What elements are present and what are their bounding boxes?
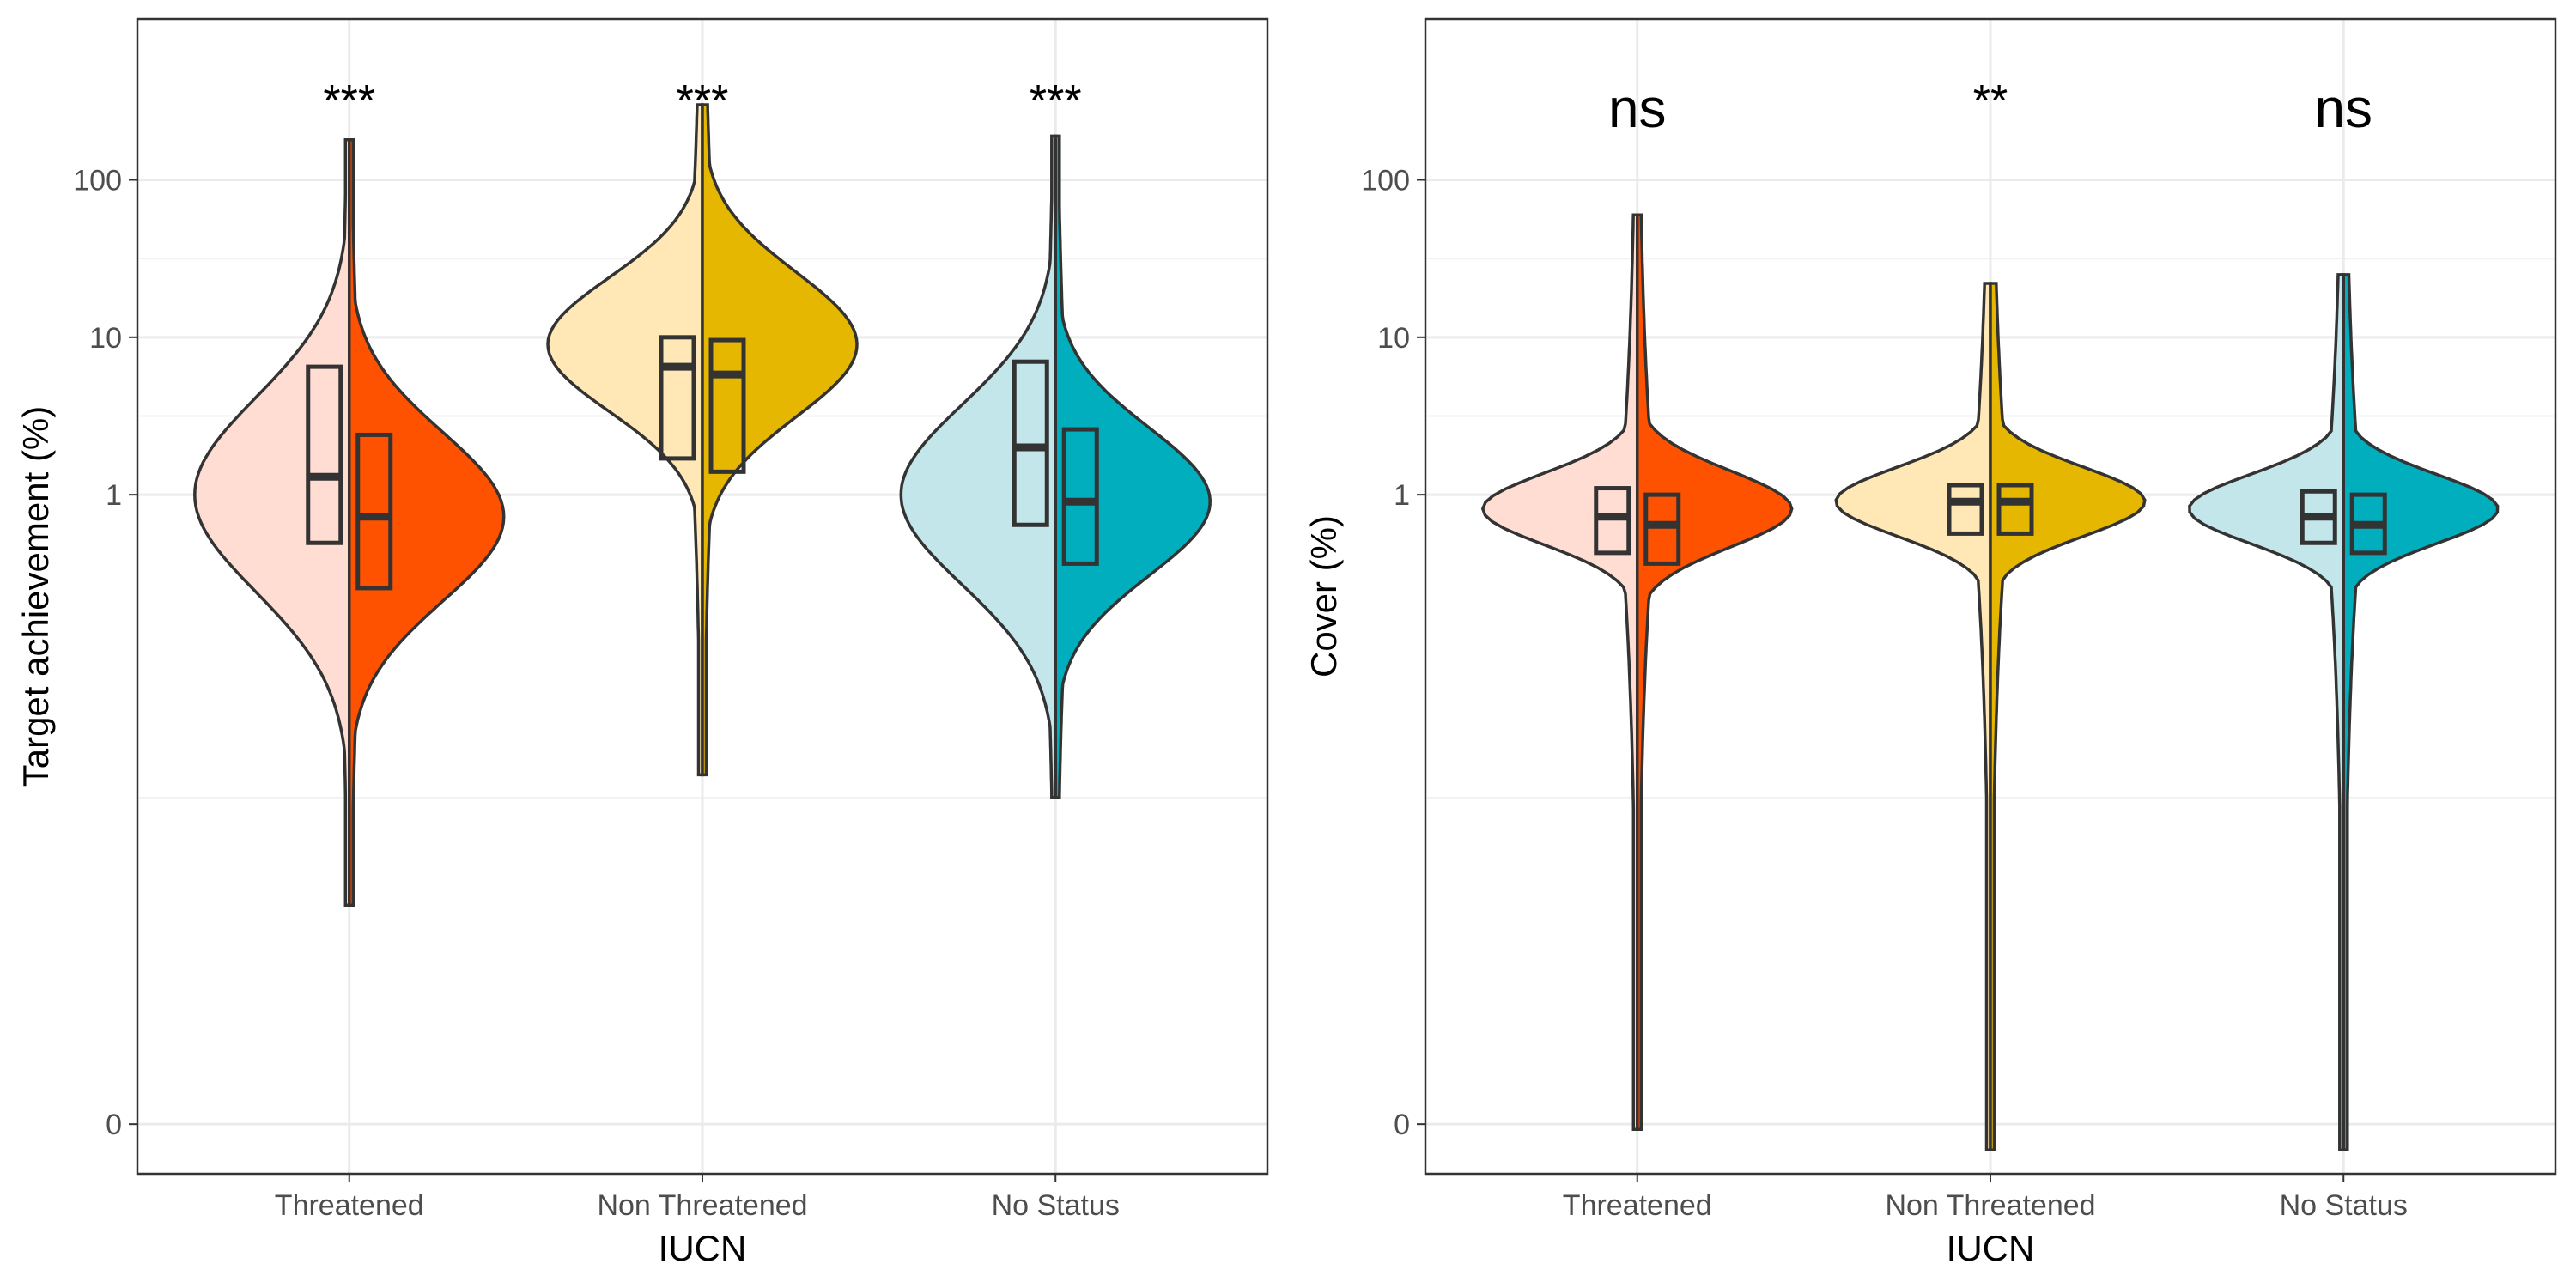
y-tick-label: 10 xyxy=(89,322,122,355)
box-right xyxy=(355,432,393,591)
violin-non-threatened xyxy=(1834,282,2147,1151)
violin-half-right xyxy=(348,137,506,908)
panel-2: 0 1 10 100 ns Threatened ** Non Threatened ns No … xyxy=(1303,17,2557,1268)
panel-border xyxy=(136,17,1269,1176)
violin-half-left xyxy=(546,103,704,777)
significance-label: ns xyxy=(2314,77,2372,139)
panel-1: 0 1 10 100 *** Threatened *** Non Threatened ***… xyxy=(15,17,1269,1268)
violin-threatened xyxy=(1480,213,1794,1131)
y-tick-label: 1 xyxy=(1394,479,1410,512)
violin-half-right xyxy=(701,103,859,777)
violin-threatened xyxy=(193,137,506,908)
y-tick-label: 0 xyxy=(1394,1109,1410,1141)
y-tick-label: 10 xyxy=(1377,322,1410,355)
y-axis-title: Cover (%) xyxy=(1303,515,1344,677)
box-left xyxy=(306,364,343,545)
box-right xyxy=(1643,492,1681,566)
x-tick-label: Threatened xyxy=(1563,1189,1712,1222)
x-tick-label: Non Threatened xyxy=(1885,1189,2095,1222)
x-tick-label: No Status xyxy=(992,1189,1120,1222)
box-left xyxy=(1947,483,1984,536)
box-left xyxy=(659,335,696,461)
box-left xyxy=(1012,359,1049,527)
violin-no-status xyxy=(2188,273,2500,1151)
y-tick-label: 1 xyxy=(106,479,122,512)
x-axis-title: IUCN xyxy=(1947,1228,2035,1268)
violin-half-left xyxy=(1480,213,1639,1131)
significance-label: ns xyxy=(1608,77,1667,139)
violin-non-threatened xyxy=(546,103,859,777)
y-axis-title: Target achievement (%) xyxy=(15,406,56,787)
box-right xyxy=(1996,483,2034,536)
significance-label: *** xyxy=(323,76,375,126)
x-tick-label: No Status xyxy=(2280,1189,2408,1222)
box-right xyxy=(1061,427,1099,566)
x-tick-label: Non Threatened xyxy=(597,1189,807,1222)
significance-label: ** xyxy=(1973,76,2008,126)
violin-half-right xyxy=(1054,134,1212,799)
significance-label: *** xyxy=(677,76,729,126)
y-tick-label: 100 xyxy=(1361,164,1410,197)
box-right xyxy=(708,337,746,474)
violin-half-left xyxy=(193,137,351,908)
violin-no-status xyxy=(899,134,1212,799)
y-tick-label: 0 xyxy=(106,1109,122,1141)
x-axis-title: IUCN xyxy=(659,1228,747,1268)
violin-half-right xyxy=(1636,213,1794,1131)
panel-border xyxy=(1424,17,2557,1176)
x-tick-label: Threatened xyxy=(275,1189,424,1222)
significance-label: *** xyxy=(1030,76,1082,126)
y-tick-label: 100 xyxy=(73,164,122,197)
violin-half-left xyxy=(899,134,1057,799)
